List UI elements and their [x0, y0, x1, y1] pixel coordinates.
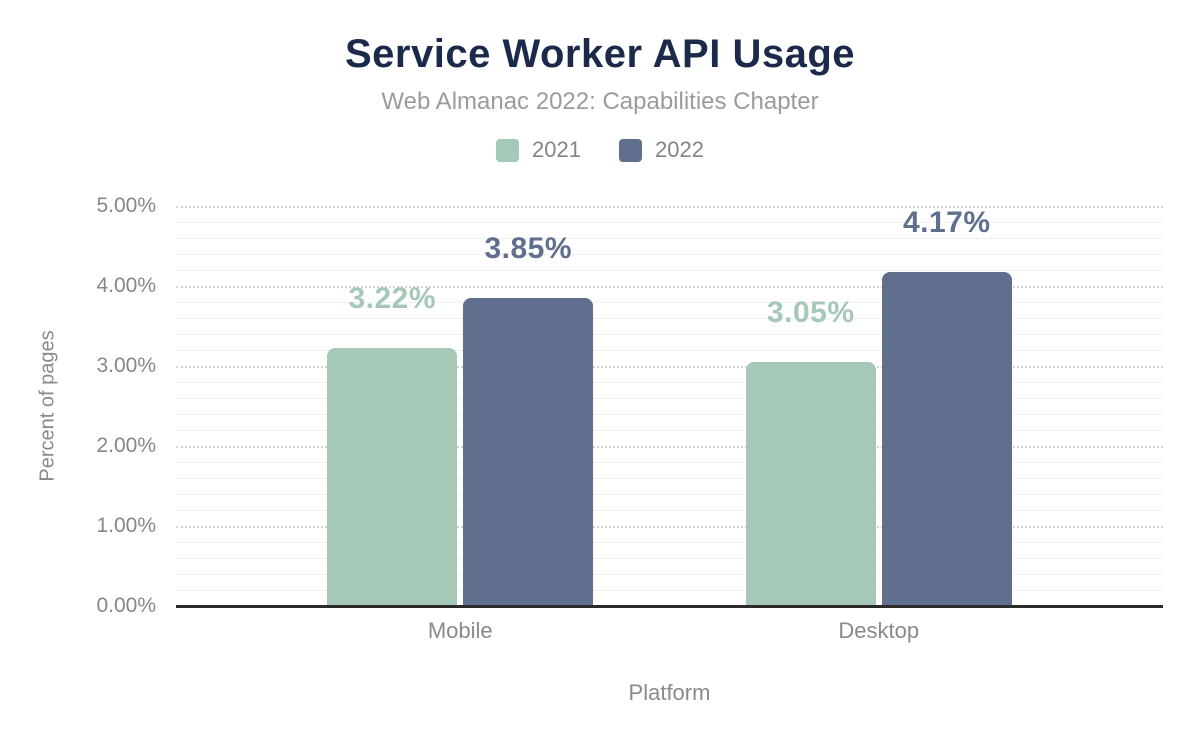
gridline-minor: [176, 574, 1163, 575]
gridline-minor: [176, 238, 1163, 239]
legend-swatch-2021: [496, 138, 520, 162]
gridline-minor: [176, 382, 1163, 383]
gridline-major: [176, 206, 1163, 208]
legend-label-2022: 2022: [655, 137, 704, 162]
chart-title: Service Worker API Usage: [344, 32, 856, 76]
gridline-minor: [176, 494, 1163, 495]
gridline-major: [176, 526, 1163, 528]
gridline-minor: [176, 590, 1163, 591]
gridline-minor: [176, 302, 1163, 303]
gridline-minor: [176, 318, 1163, 319]
x-category-label-mobile: Mobile: [427, 618, 493, 643]
y-tick-label: 1.00%: [96, 514, 156, 537]
bar-2022-desktop[interactable]: [881, 272, 1012, 606]
gridline-minor: [176, 510, 1163, 511]
gridline-minor: [176, 430, 1163, 431]
gridline-major: [176, 446, 1163, 448]
gridline-minor: [176, 558, 1163, 559]
gridline-minor: [176, 222, 1163, 223]
gridline-minor: [176, 350, 1163, 351]
y-tick-label: 5.00%: [96, 194, 156, 217]
bar-2021-desktop[interactable]: [745, 362, 876, 606]
gridline-minor: [176, 270, 1163, 271]
bar-2021-mobile[interactable]: [327, 348, 458, 606]
gridline-major: [176, 366, 1163, 368]
gridline-minor: [176, 334, 1163, 335]
x-axis-line: [176, 605, 1163, 608]
gridline-minor: [176, 398, 1163, 399]
gridline-minor: [176, 414, 1163, 415]
legend-label-2021: 2021: [532, 137, 581, 162]
bar-value-label-2022-mobile: 3.85%: [484, 232, 573, 265]
x-category-label-desktop: Desktop: [838, 618, 920, 643]
y-tick-label: 3.00%: [96, 354, 156, 377]
plot-area: 3.22% 3.85% 3.05% 4.17%: [176, 206, 1163, 606]
y-tick-label: 0.00%: [96, 594, 156, 617]
bar-2022-mobile[interactable]: [463, 298, 594, 606]
bar-value-label-2022-desktop: 4.17%: [902, 206, 991, 240]
legend: 2021 2022: [0, 136, 1200, 164]
legend-item-2022: 2022: [619, 137, 704, 163]
gridline-minor: [176, 462, 1163, 463]
legend-item-2021: 2021: [496, 137, 581, 163]
gridline-minor: [176, 254, 1163, 255]
bar-value-label-2021-desktop: 3.05%: [766, 296, 855, 329]
chart-subtitle: Web Almanac 2022: Capabilities Chapter: [381, 88, 819, 115]
gridline-minor: [176, 542, 1163, 543]
bar-value-label-2021-mobile: 3.22%: [348, 282, 437, 316]
y-tick-label: 2.00%: [96, 434, 156, 457]
gridline-major: [176, 286, 1163, 288]
y-tick-label: 4.00%: [96, 274, 156, 297]
x-axis-title: Platform: [628, 680, 711, 705]
legend-swatch-2022: [619, 138, 642, 162]
gridline-minor: [176, 478, 1163, 479]
